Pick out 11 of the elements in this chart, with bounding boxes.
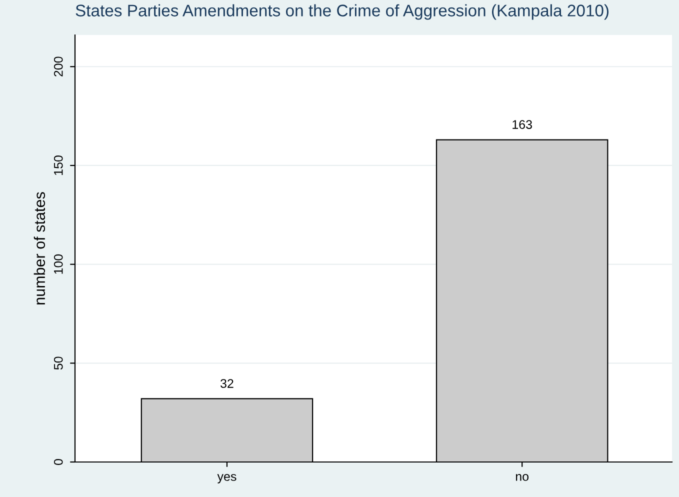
data-label: 32: [220, 379, 234, 388]
chart-title: States Parties Amendments on the Crime of Aggression (Kampala 2010): [76, 4, 609, 20]
data-label: 163: [512, 120, 532, 129]
x-tick-label: yes: [217, 474, 236, 484]
y-tick-label: 150: [54, 156, 63, 175]
x-tick-label: no: [516, 474, 529, 481]
y-tick-label: 100: [54, 254, 63, 274]
y-axis-title: number of states: [34, 192, 46, 304]
y-tick-label: 0: [54, 459, 63, 465]
y-tick-label: 50: [54, 356, 63, 370]
y-tick-label: 200: [54, 56, 63, 76]
